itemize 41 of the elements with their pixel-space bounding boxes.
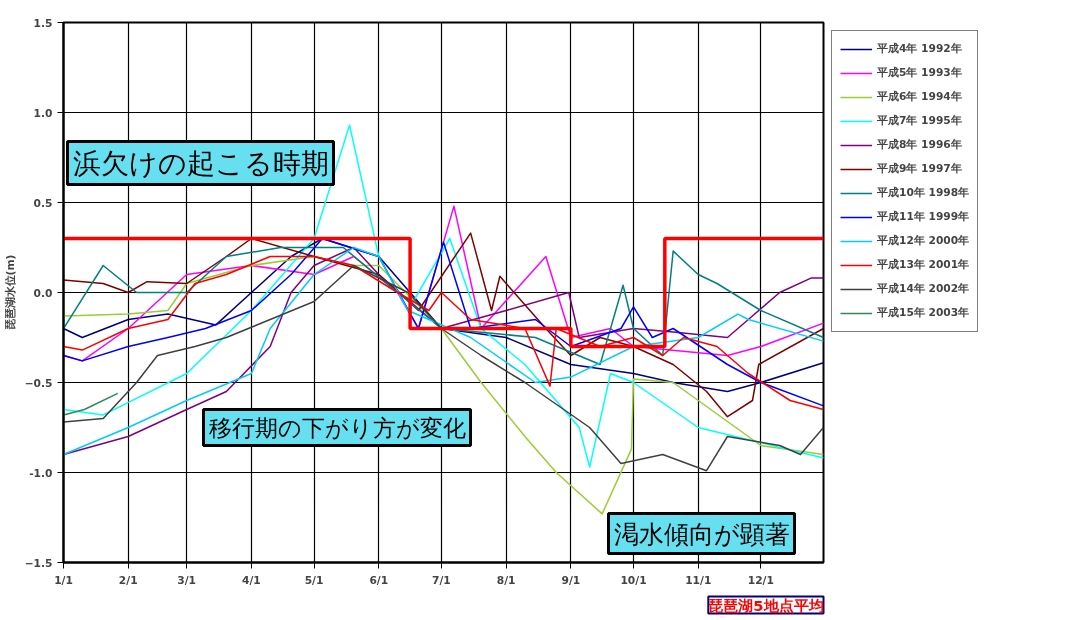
legend-label: 平成9年 1997年: [877, 162, 962, 176]
y-tick-label: 0.0: [33, 286, 53, 300]
legend-label: 平成11年 1999年: [877, 210, 970, 224]
legend-label: 平成13年 2001年: [877, 258, 970, 272]
y-tick-label: -1.0: [29, 466, 53, 480]
x-tick-label: 1/1: [54, 573, 73, 587]
legend-label: 平成8年 1996年: [877, 138, 962, 152]
line-series: [63, 255, 824, 515]
y-tick-label: −1.5: [24, 556, 53, 570]
x-tick-label: 10/1: [620, 573, 647, 587]
annotation: 浜欠けの起こる時期: [72, 146, 329, 180]
line-series: [63, 264, 824, 472]
legend-label: 平成5年 1993年: [877, 66, 962, 80]
text: 琵琶湖5地点平均: [708, 596, 824, 614]
y-axis-title: 琵琶湖水位(m): [3, 254, 17, 331]
annotation: 渇水傾向が顕著: [613, 518, 790, 549]
x-tick-label: 4/1: [242, 573, 261, 587]
x-tick-label: 9/1: [561, 573, 581, 587]
y-tick-label: 1.0: [33, 106, 53, 120]
legend-label: 平成6年 1994年: [877, 90, 962, 104]
legend-label: 平成10年 1998年: [877, 186, 970, 200]
x-tick-label: 7/1: [432, 573, 451, 587]
annotation: 移行期の下がり方が変化: [208, 414, 466, 441]
y-tick-label: −0.5: [24, 376, 53, 390]
y-tick-label: 1.5: [33, 16, 53, 30]
legend-label: 平成12年 2000年: [877, 234, 970, 248]
x-tick-label: 6/1: [369, 573, 389, 587]
x-tick-label: 3/1: [177, 573, 197, 587]
x-tick-label: 12/1: [747, 573, 774, 587]
legend-label: 平成14年 2002年: [877, 282, 970, 296]
x-tick-label: 8/1: [496, 573, 516, 587]
legend-label: 平成15年 2003年: [877, 306, 970, 320]
x-tick-label: 11/1: [685, 573, 712, 587]
y-tick-label: 0.5: [33, 196, 53, 210]
legend-label: 平成4年 1992年: [877, 42, 962, 56]
x-tick-label: 2/1: [118, 573, 138, 587]
x-tick-label: 5/1: [304, 573, 324, 587]
legend-label: 平成7年 1995年: [877, 114, 962, 128]
line-series: [63, 246, 824, 456]
line-series: [63, 246, 824, 366]
line-series: [63, 124, 824, 468]
